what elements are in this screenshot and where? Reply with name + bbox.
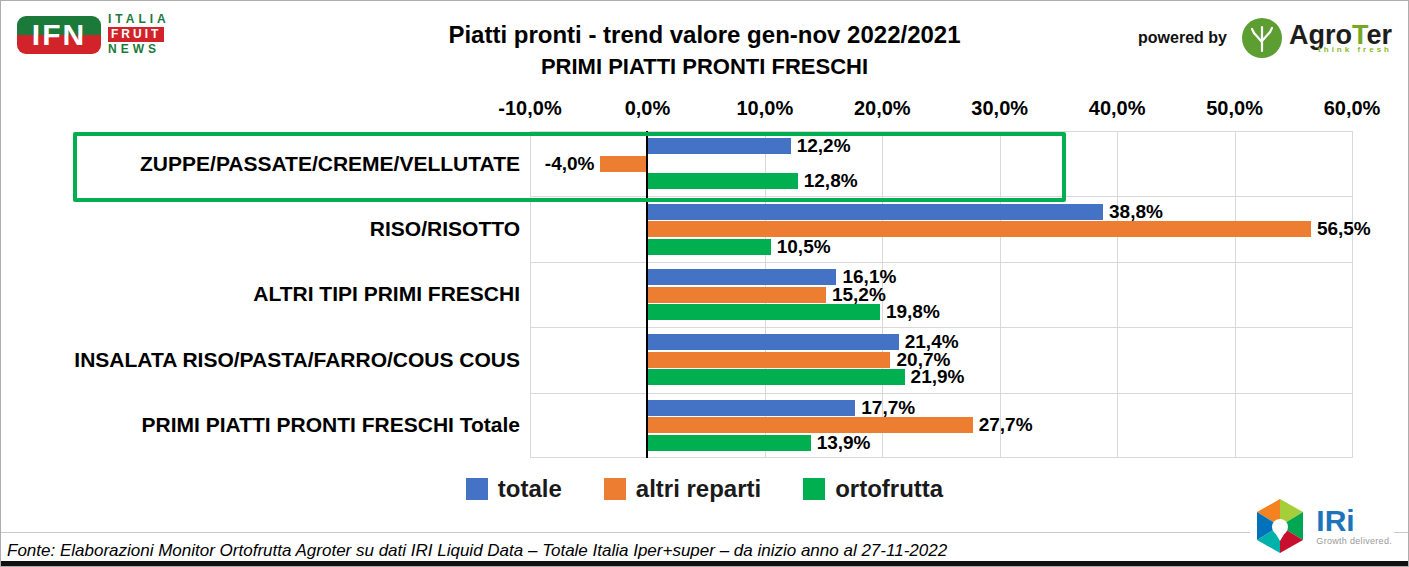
horizontal-gridline [530, 327, 1352, 328]
vertical-gridline [1117, 131, 1118, 458]
bar-ortofrutta-row1 [647, 239, 770, 255]
x-axis-tick-label: 60,0% [1297, 97, 1407, 120]
legend-swatch-icon [803, 478, 825, 500]
bar-totale-row4 [647, 400, 855, 416]
iri-tagline: Growth delivered. [1316, 536, 1392, 546]
category-label: ALTRI TIPI PRIMI FRESCHI [61, 262, 520, 327]
bar-altri-reparti-row3 [647, 352, 890, 368]
x-axis-tick-label: 50,0% [1180, 97, 1290, 120]
legend-label: totale [498, 475, 562, 503]
x-axis-tick-label: 0,0% [592, 97, 702, 120]
bar-totale-row0 [647, 138, 790, 154]
iri-wordmark: IRi Growth delivered. [1316, 506, 1392, 546]
iri-name: IRi [1316, 506, 1392, 536]
bar-value-label: 27,7% [979, 414, 1033, 436]
bar-value-label: 17,7% [861, 397, 915, 419]
horizontal-gridline [530, 196, 1352, 197]
category-label: ZUPPE/PASSATE/CREME/VELLUTATE [61, 131, 520, 196]
bar-altri-reparti-row4 [647, 417, 972, 433]
bar-value-label: 10,5% [777, 236, 831, 258]
legend-item-ortofrutta: ortofrutta [803, 475, 943, 503]
legend-swatch-icon [466, 478, 488, 500]
x-axis-tick-label: -10,0% [475, 97, 585, 120]
bar-value-label: 12,8% [804, 170, 858, 192]
horizontal-gridline [530, 393, 1352, 394]
bar-ortofrutta-row2 [647, 304, 880, 320]
bar-value-label: 38,8% [1109, 201, 1163, 223]
horizontal-gridline [530, 262, 1352, 263]
bar-altri-reparti-row1 [647, 221, 1310, 237]
bottom-border-bar [1, 561, 1408, 566]
x-axis-tick-label: 40,0% [1062, 97, 1172, 120]
legend-item-altri-reparti: altri reparti [604, 475, 761, 503]
vertical-gridline [1000, 131, 1001, 458]
x-axis-tick-label: 20,0% [827, 97, 937, 120]
source-note: Fonte: Elaborazioni Monitor Ortofrutta A… [7, 541, 947, 561]
bar-totale-row1 [647, 204, 1103, 220]
bar-value-label: 15,2% [832, 284, 886, 306]
bar-value-label: 56,5% [1317, 218, 1371, 240]
category-label: PRIMI PIATTI PRONTI FRESCHI Totale [61, 393, 520, 458]
vertical-gridline [1352, 131, 1353, 458]
plot-area: 12,2%-4,0%12,8%38,8%56,5%10,5%16,1%15,2%… [530, 131, 1352, 458]
vertical-gridline [530, 131, 531, 458]
legend-label: ortofrutta [835, 475, 943, 503]
bar-ortofrutta-row0 [647, 173, 797, 189]
horizontal-gridline [530, 131, 1352, 132]
legend-item-totale: totale [466, 475, 562, 503]
horizontal-gridline [530, 457, 1352, 458]
bar-totale-row2 [647, 269, 836, 285]
chart-legend: totale altri reparti ortofrutta [1, 475, 1408, 503]
bar-altri-reparti-row0 [600, 156, 647, 172]
bar-value-label: 13,9% [817, 432, 871, 454]
iri-logo: IRi Growth delivered. [1250, 495, 1394, 557]
bar-ortofrutta-row3 [647, 369, 904, 385]
legend-swatch-icon [604, 478, 626, 500]
bar-value-label: -4,0% [545, 153, 595, 175]
bar-altri-reparti-row2 [647, 287, 825, 303]
vertical-gridline [1235, 131, 1236, 458]
category-label: RISO/RISOTTO [61, 196, 520, 261]
zero-axis-line [646, 131, 648, 458]
legend-label: altri reparti [636, 475, 761, 503]
iri-hexagon-icon [1252, 497, 1308, 555]
bar-value-label: 21,9% [911, 366, 965, 388]
bar-value-label: 19,8% [886, 301, 940, 323]
bar-totale-row3 [647, 334, 898, 350]
footer-divider [1, 532, 1408, 533]
x-axis-tick-label: 10,0% [710, 97, 820, 120]
x-axis-tick-label: 30,0% [945, 97, 1055, 120]
slide-canvas: IFN ITALIA FRUIT NEWS Piatti pronti - tr… [0, 0, 1409, 567]
bar-ortofrutta-row4 [647, 435, 810, 451]
bar-value-label: 12,2% [797, 135, 851, 157]
category-label: INSALATA RISO/PASTA/FARRO/COUS COUS [61, 327, 520, 392]
